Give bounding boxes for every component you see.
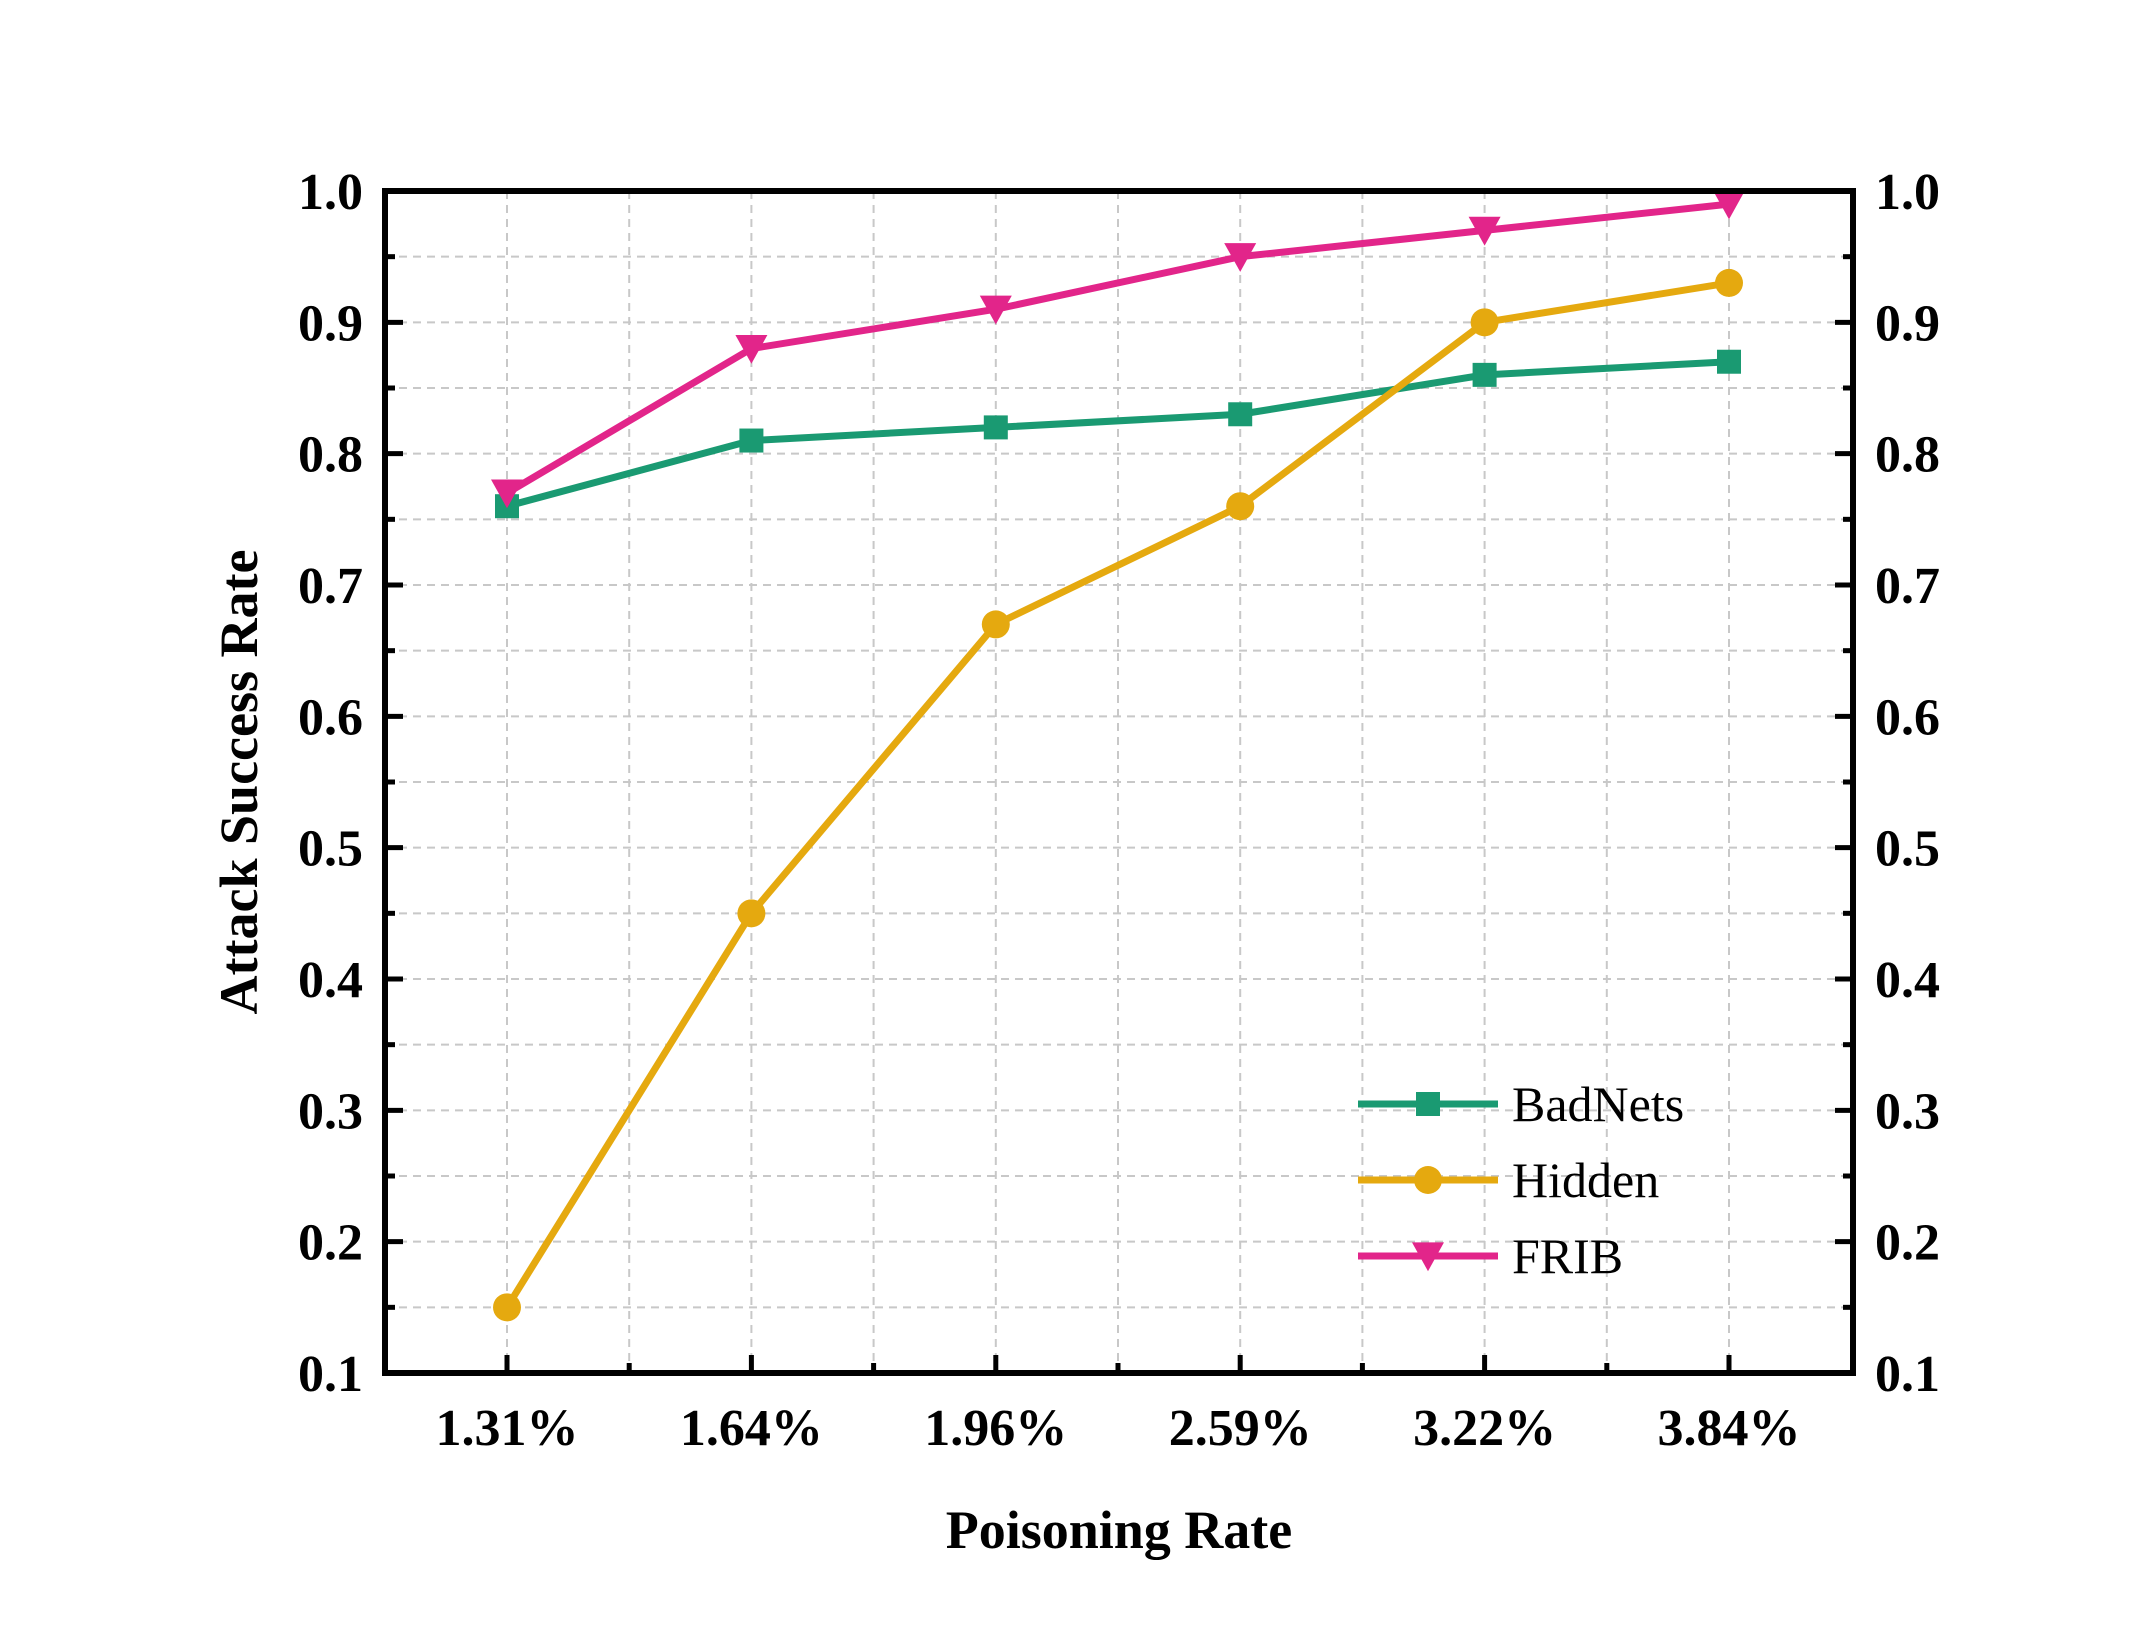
legend-marker-frib xyxy=(1412,1242,1444,1272)
series-line-hidden xyxy=(504,279,1730,1310)
series-line-badnets xyxy=(506,358,1730,510)
legend-label-badnets: BadNets xyxy=(1512,1076,1684,1132)
y-tick-label-left: 0.5 xyxy=(298,821,363,878)
legend-item-badnets: BadNets xyxy=(1358,1076,1684,1132)
x-axis-title: Poisoning Rate xyxy=(946,1500,1293,1560)
series-hidden xyxy=(493,268,1743,1322)
y-tick-label-left: 0.2 xyxy=(298,1215,363,1272)
y-tick-label-right: 0.6 xyxy=(1875,689,1940,746)
y-tick-label-right: 1.0 xyxy=(1875,164,1940,221)
data-point-frib xyxy=(735,335,768,364)
legend-item-hidden: Hidden xyxy=(1358,1152,1659,1208)
legend-label-frib: FRIB xyxy=(1512,1228,1623,1284)
y-tick-label-left: 0.1 xyxy=(298,1346,363,1403)
legend-marker-hidden xyxy=(1414,1166,1442,1194)
tick-labels: 0.1 0.1 0.2 0.2 0.3 0.3 0.4 0.4 0.5 0.5 0.6 0.6 0.7 0… xyxy=(298,164,1940,1457)
data-point-frib xyxy=(979,295,1012,325)
y-tick-label-left: 0.6 xyxy=(298,689,363,746)
y-tick-label-right: 0.3 xyxy=(1875,1083,1940,1140)
y-tick-label-left: 0.8 xyxy=(298,427,363,484)
data-point-hidden xyxy=(1226,492,1255,521)
data-point-frib xyxy=(1224,243,1257,272)
x-tick-label: 1.31% xyxy=(436,1400,579,1457)
data-point-frib xyxy=(1468,216,1501,246)
x-tick-label: 1.96% xyxy=(924,1400,1067,1457)
y-tick-label-right: 0.5 xyxy=(1875,821,1940,878)
y-tick-label-left: 0.7 xyxy=(298,558,363,615)
y-tick-label-left: 0.4 xyxy=(298,952,363,1009)
y-tick-label-right: 0.4 xyxy=(1875,952,1940,1009)
y-tick-label-left: 0.9 xyxy=(298,295,363,352)
data-point-hidden xyxy=(1470,308,1499,337)
legend: BadNets Hidden FRIB xyxy=(1358,1076,1684,1284)
y-axis-title: Attack Success Rate xyxy=(209,550,269,1015)
series-frib xyxy=(491,190,1745,509)
x-tick-label: 3.84% xyxy=(1658,1400,1801,1457)
y-tick-label-right: 0.7 xyxy=(1875,558,1940,615)
y-tick-label-right: 0.1 xyxy=(1875,1346,1940,1403)
data-point-badnets xyxy=(983,415,1008,440)
y-tick-label-right: 0.8 xyxy=(1875,427,1940,484)
x-tick-label: 2.59% xyxy=(1169,1400,1312,1457)
grid xyxy=(385,191,1853,1373)
data-point-hidden xyxy=(493,1293,521,1322)
ticks xyxy=(385,188,1853,1376)
series-layer xyxy=(491,190,1745,1322)
data-point-badnets xyxy=(1228,402,1253,427)
y-tick-label-left: 1.0 xyxy=(298,164,363,221)
legend-marker-badnets xyxy=(1416,1092,1440,1116)
y-tick-label-right: 0.9 xyxy=(1875,295,1940,352)
data-point-hidden xyxy=(737,899,766,928)
x-tick-label: 1.64% xyxy=(680,1400,823,1457)
data-point-frib xyxy=(491,479,523,509)
legend-item-frib: FRIB xyxy=(1358,1228,1623,1284)
data-point-hidden xyxy=(981,610,1010,639)
y-tick-label-right: 0.2 xyxy=(1875,1215,1940,1272)
data-point-badnets xyxy=(1472,362,1497,387)
data-point-badnets xyxy=(739,428,764,453)
data-point-badnets xyxy=(1717,349,1741,374)
x-tick-label: 3.22% xyxy=(1413,1400,1556,1457)
series-line-frib xyxy=(505,200,1730,497)
data-point-frib xyxy=(1713,190,1745,220)
y-tick-label-left: 0.3 xyxy=(298,1083,363,1140)
data-point-hidden xyxy=(1715,268,1743,297)
legend-label-hidden: Hidden xyxy=(1512,1152,1659,1208)
